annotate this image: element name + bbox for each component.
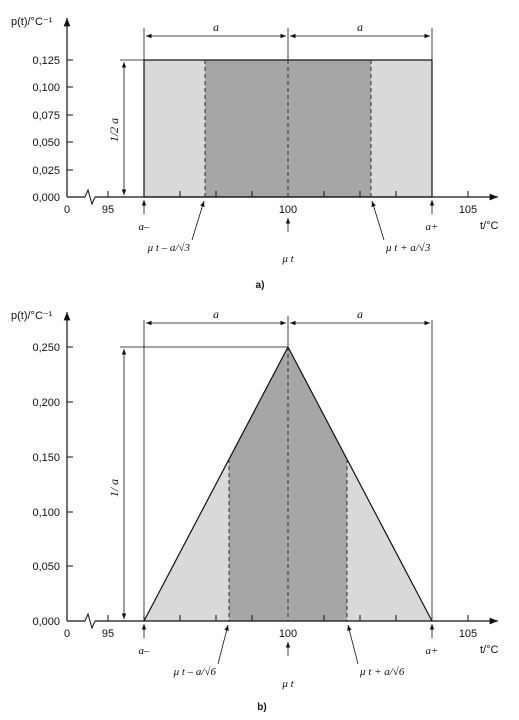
y-tick-label: 0,000 [32,616,60,628]
height-dimension-a: 1/2 a [107,60,144,195]
y-tick-label: 0,200 [32,397,60,409]
span-label-left: a [213,20,219,34]
x-tick-label: 0 [64,628,70,640]
top-dimensions-a: a a [144,20,432,60]
x-tick-label: 95 [102,628,114,640]
axis-break-b [85,614,95,628]
a-plus-label: a+ [426,645,439,657]
axis-break-a [85,190,95,204]
x-tick-label: 100 [279,628,297,640]
x-tick-label: 100 [279,204,297,216]
span-label-left: a [213,307,219,321]
x-tick-label: 95 [102,204,114,216]
y-tick-label: 0,075 [32,110,60,122]
chart-a: p(t)/°C⁻¹ 0,000 0,025 0,050 0,075 0,100 … [11,16,499,291]
chart-b: p(t)/°C⁻¹ 0,000 0,050 0,100 0,150 0,200 [11,307,499,713]
inner-shaded-area-a [205,60,371,197]
a-minus-label: a– [139,645,151,657]
left-marker-label: μ t – a/√6 [173,666,217,678]
plot-fill-a [144,60,432,197]
left-marker-label: μ t – a/√3 [147,242,191,254]
x-axis-label-a: t/°C [480,220,499,232]
a-minus-label: a– [139,221,151,233]
y-tick-label: 0,100 [32,82,60,94]
panel-label-b: b) [257,702,266,713]
y-tick-label: 0,025 [32,165,60,177]
y-tick-label: 0,050 [32,137,60,149]
y-tick-label: 0,100 [32,507,60,519]
span-label-right: a [357,307,363,321]
x-tick-label: 105 [459,628,477,640]
y-tick-label: 0,125 [32,55,60,67]
right-marker-label: μ t + a/√6 [359,666,405,678]
y-tick-label: 0,150 [32,452,60,464]
top-dimensions-b: a a [146,307,430,347]
panel-label-a: a) [256,280,265,291]
y-tick-label: 0,250 [32,342,60,354]
mu-label: μ t [281,678,294,690]
y-tick-label: 0,050 [32,561,60,573]
y-axis-label-b: p(t)/°C⁻¹ [11,310,53,322]
mu-label: μ t [281,253,294,265]
height-label-b: 1/ a [107,479,121,497]
right-marker-label: μ t + a/√3 [385,242,431,254]
plot-fill-b [144,320,432,621]
height-label-a: 1/2 a [107,118,121,142]
y-tick-label: 0,000 [32,192,60,204]
x-axis-label-b: t/°C [480,644,499,656]
x-tick-label: 0 [64,204,70,216]
x-tick-label: 105 [459,204,477,216]
span-label-right: a [357,20,363,34]
a-plus-label: a+ [426,221,439,233]
y-axis-label-a: p(t)/°C⁻¹ [11,16,53,28]
